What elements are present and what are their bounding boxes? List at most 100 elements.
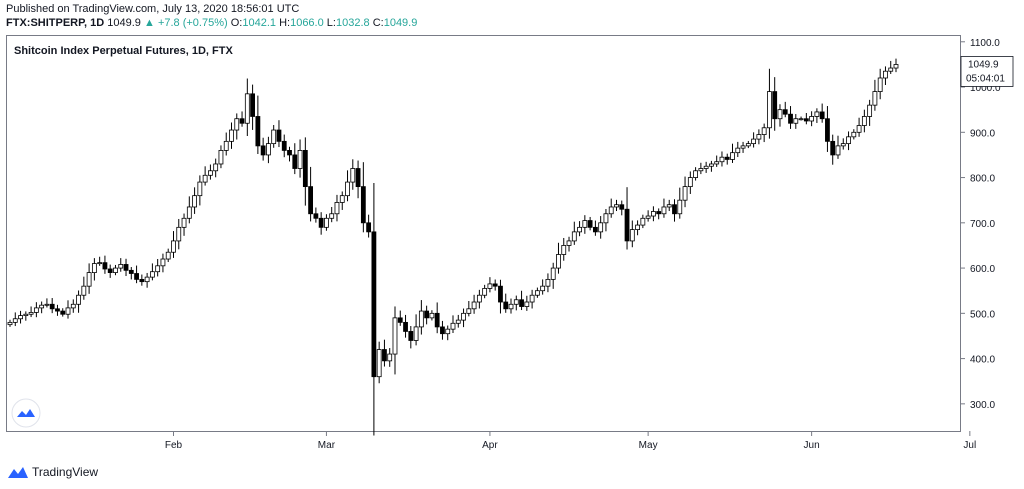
candle-body	[250, 93, 255, 117]
candle	[255, 95, 261, 154]
plot-frame	[6, 35, 961, 432]
candle	[266, 136, 271, 164]
candle	[498, 279, 503, 314]
chart-title: Shitcoin Index Perpetual Futures, 1D, FT…	[14, 45, 233, 57]
candle-body	[698, 168, 704, 172]
candle-body	[856, 125, 862, 133]
candle	[851, 129, 857, 140]
candle	[376, 341, 382, 384]
candle-body	[55, 308, 60, 312]
x-tick-label: Mar	[318, 440, 336, 451]
candle	[218, 145, 224, 169]
candle-body	[724, 156, 730, 160]
candle-body	[128, 269, 134, 274]
candle	[371, 182, 377, 436]
candle-body	[181, 217, 187, 228]
candle	[455, 314, 461, 328]
candle	[487, 277, 493, 293]
candle-body	[861, 116, 867, 126]
last-price: 1049.9	[107, 17, 141, 29]
candle-body	[260, 145, 266, 156]
candle	[582, 215, 588, 234]
candle	[276, 120, 282, 148]
chart-logo-icon[interactable]	[11, 398, 41, 428]
symbol-label[interactable]: FTX:SHITPERP, 1D	[6, 17, 105, 29]
candle-body	[772, 91, 778, 120]
candle	[719, 151, 725, 167]
candle-body	[508, 303, 514, 310]
candlestick-chart[interactable]: Shitcoin Index Perpetual Futures, 1D, FT…	[6, 35, 1019, 455]
candle-body	[424, 310, 430, 319]
candle	[329, 206, 335, 223]
candle	[160, 253, 166, 273]
candle-body	[740, 145, 746, 149]
candle-body	[371, 231, 377, 378]
candle	[624, 187, 630, 250]
candle	[698, 162, 704, 175]
candle	[144, 272, 150, 288]
candle-body	[60, 310, 66, 315]
candle	[724, 153, 730, 165]
candle-body	[666, 204, 672, 208]
candle	[44, 298, 50, 308]
candle-body	[519, 299, 524, 307]
candle	[49, 298, 55, 314]
candle-body	[825, 118, 830, 142]
candle-body	[487, 283, 493, 289]
candle	[324, 214, 329, 231]
candle	[629, 220, 635, 248]
candle	[234, 113, 240, 140]
candle	[777, 104, 783, 127]
candle-body	[266, 143, 271, 156]
candle	[392, 306, 398, 375]
candle-body	[872, 91, 878, 106]
candle-body	[840, 143, 846, 147]
candle	[772, 77, 778, 131]
candle	[571, 221, 577, 245]
candle	[139, 274, 145, 286]
candle-body	[382, 349, 387, 362]
candle-body	[651, 211, 656, 217]
candle-body	[803, 118, 809, 122]
candle-body	[12, 318, 18, 323]
candle	[466, 300, 472, 317]
footer-brand[interactable]: TradingView	[8, 465, 98, 479]
candle-body	[672, 204, 677, 215]
footer-brand-label: TradingView	[32, 465, 99, 479]
close-value: 1049.9	[383, 17, 418, 29]
candle-body	[197, 181, 203, 197]
candle	[334, 194, 340, 222]
candle-body	[656, 211, 662, 215]
candle	[397, 310, 403, 326]
candle	[524, 295, 530, 311]
candle-body	[661, 206, 667, 215]
chart-container[interactable]: Shitcoin Index Perpetual Futures, 1D, FT…	[6, 35, 1019, 455]
candle-body	[376, 349, 382, 378]
candle-body	[893, 64, 899, 69]
candle-body	[149, 271, 155, 278]
candle-body	[730, 152, 735, 160]
candle	[840, 138, 846, 150]
candle-body	[503, 301, 509, 310]
candle	[513, 295, 519, 311]
candle-body	[324, 217, 329, 228]
candle	[809, 111, 815, 127]
candle	[39, 301, 45, 314]
x-axis: Feb Mar Apr May Jun Jul	[165, 431, 976, 451]
candle-body	[587, 220, 593, 228]
candle-body	[835, 145, 841, 156]
candle-body	[788, 113, 793, 124]
candle-body	[809, 116, 815, 122]
candle	[756, 129, 762, 145]
candle	[350, 159, 356, 190]
candle-body	[624, 208, 630, 242]
y-tick-label: 1100.0	[970, 38, 1000, 49]
candle-body	[218, 150, 224, 165]
candle-body	[793, 118, 799, 124]
candle	[18, 310, 23, 324]
candle-body	[213, 163, 219, 172]
candle-body	[313, 213, 319, 219]
candle-body	[70, 303, 76, 309]
candle-body	[709, 163, 714, 167]
candle	[619, 200, 625, 216]
